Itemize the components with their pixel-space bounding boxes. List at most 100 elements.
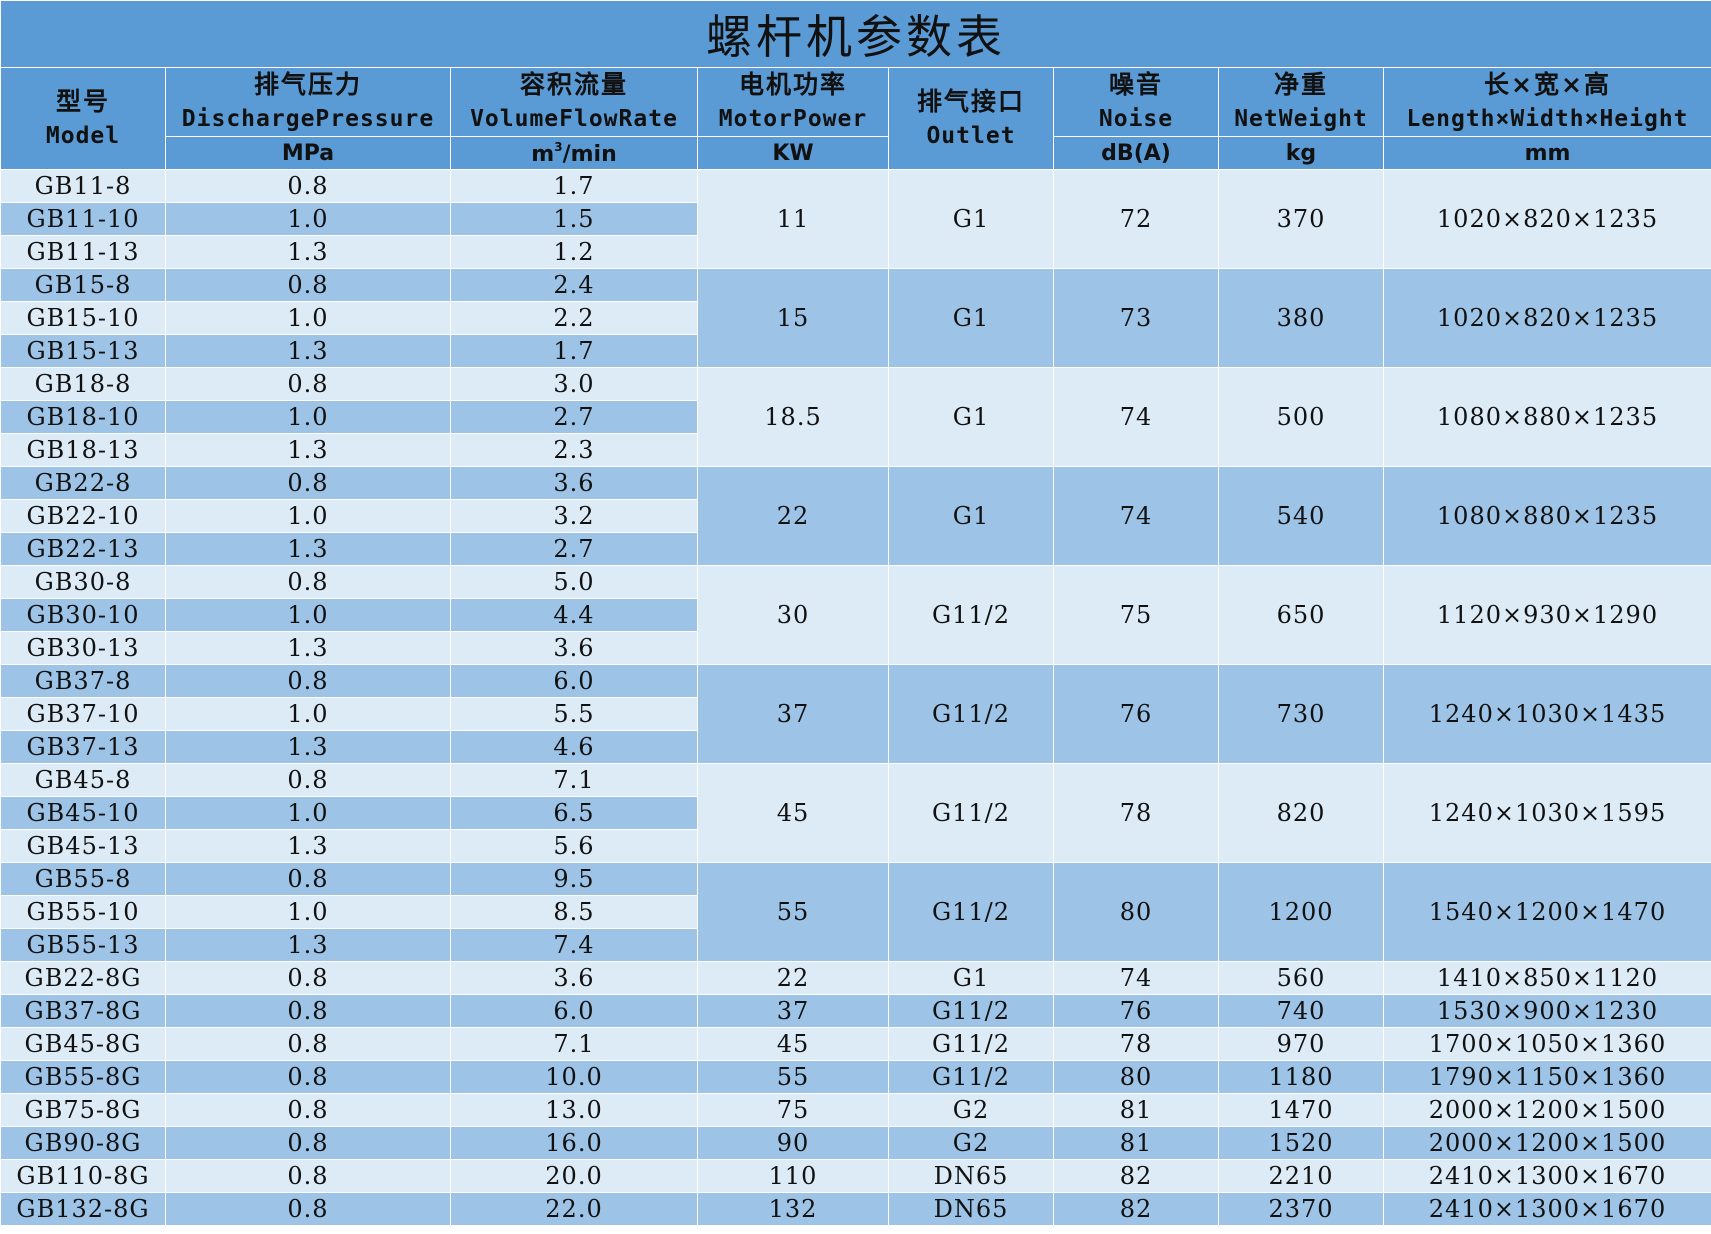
column-header: 排气接口 Outlet [888,67,1054,170]
cell-weight: 740 [1218,994,1384,1028]
table-row: GB37-10 1.0 5.5 [0,697,1711,731]
cell-weight: 1180 [1218,1060,1384,1094]
table-row: GB45-10 1.0 6.5 [0,796,1711,830]
table-row: GB30-13 1.3 3.6 [0,631,1711,665]
cell-model: GB37-13 [0,730,166,764]
cell-pressure: 1.0 [165,301,451,335]
cell-flow: 3.6 [450,631,698,665]
cell-power: 75 [697,1093,889,1127]
cell-flow: 3.2 [450,499,698,533]
cell-power: 18.5 [697,367,889,467]
cell-model: GB75-8G [0,1093,166,1127]
column-header-en: VolumeFlowRate [470,106,678,132]
cell-model: GB45-8G [0,1027,166,1061]
cell-weight: 540 [1218,466,1384,566]
cell-weight: 560 [1218,961,1384,995]
cell-model: GB37-8 [0,664,166,698]
cell-model: GB55-8G [0,1060,166,1094]
cell-model: GB22-10 [0,499,166,533]
cell-power: 55 [697,1060,889,1094]
cell-outlet: DN65 [888,1159,1054,1193]
cell-outlet: G2 [888,1126,1054,1160]
unit-sup: 3 [554,139,563,154]
cell-pressure: 0.8 [165,1126,451,1160]
unit-base: m [531,141,555,167]
cell-noise: 82 [1053,1192,1219,1226]
table-row: GB90-8G 0.8 16.0 90 G2 81 1520 2000×1200×1500 [0,1126,1711,1160]
cell-model: GB30-13 [0,631,166,665]
column-unit: kg [1218,136,1384,170]
cell-power: 45 [697,763,889,863]
cell-model: GB15-8 [0,268,166,302]
cell-model: GB22-8G [0,961,166,995]
cell-flow: 7.4 [450,928,698,962]
cell-flow: 5.0 [450,565,698,599]
column-header: 净重 NetWeight [1218,67,1384,137]
column-header-cn: 容积流量 [519,70,628,99]
cell-weight: 380 [1218,268,1384,368]
table-row: GB22-8G 0.8 3.6 22 G1 74 560 1410×850×1120 [0,961,1711,995]
cell-outlet: G11/2 [888,862,1054,962]
cell-flow: 1.7 [450,334,698,368]
cell-dims: 2410×1300×1670 [1383,1192,1711,1226]
cell-model: GB55-8 [0,862,166,896]
cell-noise: 80 [1053,1060,1219,1094]
cell-dims: 1240×1030×1435 [1383,664,1711,764]
cell-pressure: 1.3 [165,433,451,467]
cell-pressure: 1.3 [165,235,451,269]
cell-model: GB11-8 [0,169,166,203]
table-row: GB132-8G 0.8 22.0 132 DN65 82 2370 2410×1300×16… [0,1192,1711,1226]
table-row: GB11-8 0.8 1.7 11 G1 72 370 1020×820×1235 [0,169,1711,269]
cell-noise: 74 [1053,961,1219,995]
cell-power: 30 [697,565,889,665]
cell-noise: 76 [1053,994,1219,1028]
cell-flow: 2.7 [450,400,698,434]
cell-weight: 1520 [1218,1126,1384,1160]
table-row: GB30-8 0.8 5.0 30 G11/2 75 650 1120×930×1290 [0,565,1711,665]
cell-flow: 4.4 [450,598,698,632]
cell-flow: 4.6 [450,730,698,764]
cell-flow: 16.0 [450,1126,698,1160]
column-header-cn: 电机功率 [738,70,847,99]
column-header-en: Length×Width×Height [1406,106,1689,132]
column-header: 长×宽×高 Length×Width×Height [1383,67,1711,137]
cell-noise: 80 [1053,862,1219,962]
cell-flow: 1.7 [450,169,698,203]
cell-power: 110 [697,1159,889,1193]
cell-noise: 78 [1053,763,1219,863]
column-header-cn: 净重 [1273,70,1328,99]
header-row: 型号 Model 排气压力 DischargePressure 容积流量 VolumeFl… [0,67,1711,170]
cell-flow: 2.2 [450,301,698,335]
column-header: 排气压力 DischargePressure [165,67,451,137]
cell-model: GB15-13 [0,334,166,368]
cell-flow: 5.6 [450,829,698,863]
table-row: GB15-8 0.8 2.4 15 G1 73 380 1020×820×1235 [0,268,1711,368]
cell-pressure: 0.8 [165,1159,451,1193]
cell-pressure: 1.3 [165,730,451,764]
cell-model: GB11-13 [0,235,166,269]
column-unit: mm [1383,136,1711,170]
cell-weight: 970 [1218,1027,1384,1061]
cell-dims: 1410×850×1120 [1383,961,1711,995]
cell-pressure: 0.8 [165,367,451,401]
table-row: GB11-13 1.3 1.2 [0,235,1711,269]
cell-pressure: 1.3 [165,532,451,566]
table-row: GB55-8G 0.8 10.0 55 G11/2 80 1180 1790×1150×136… [0,1060,1711,1094]
cell-dims: 2000×1200×1500 [1383,1126,1711,1160]
cell-weight: 820 [1218,763,1384,863]
cell-flow: 6.0 [450,664,698,698]
cell-flow: 10.0 [450,1060,698,1094]
cell-dims: 2410×1300×1670 [1383,1159,1711,1193]
cell-flow: 3.0 [450,367,698,401]
cell-power: 132 [697,1192,889,1226]
cell-pressure: 0.8 [165,994,451,1028]
column-header: 噪音 Noise [1053,67,1219,137]
cell-dims: 1530×900×1230 [1383,994,1711,1028]
column-header-en: NetWeight [1234,106,1368,132]
cell-noise: 78 [1053,1027,1219,1061]
cell-flow: 22.0 [450,1192,698,1226]
cell-outlet: G11/2 [888,1027,1054,1061]
cell-flow: 1.5 [450,202,698,236]
column-unit: KW [697,136,889,170]
cell-flow: 2.4 [450,268,698,302]
